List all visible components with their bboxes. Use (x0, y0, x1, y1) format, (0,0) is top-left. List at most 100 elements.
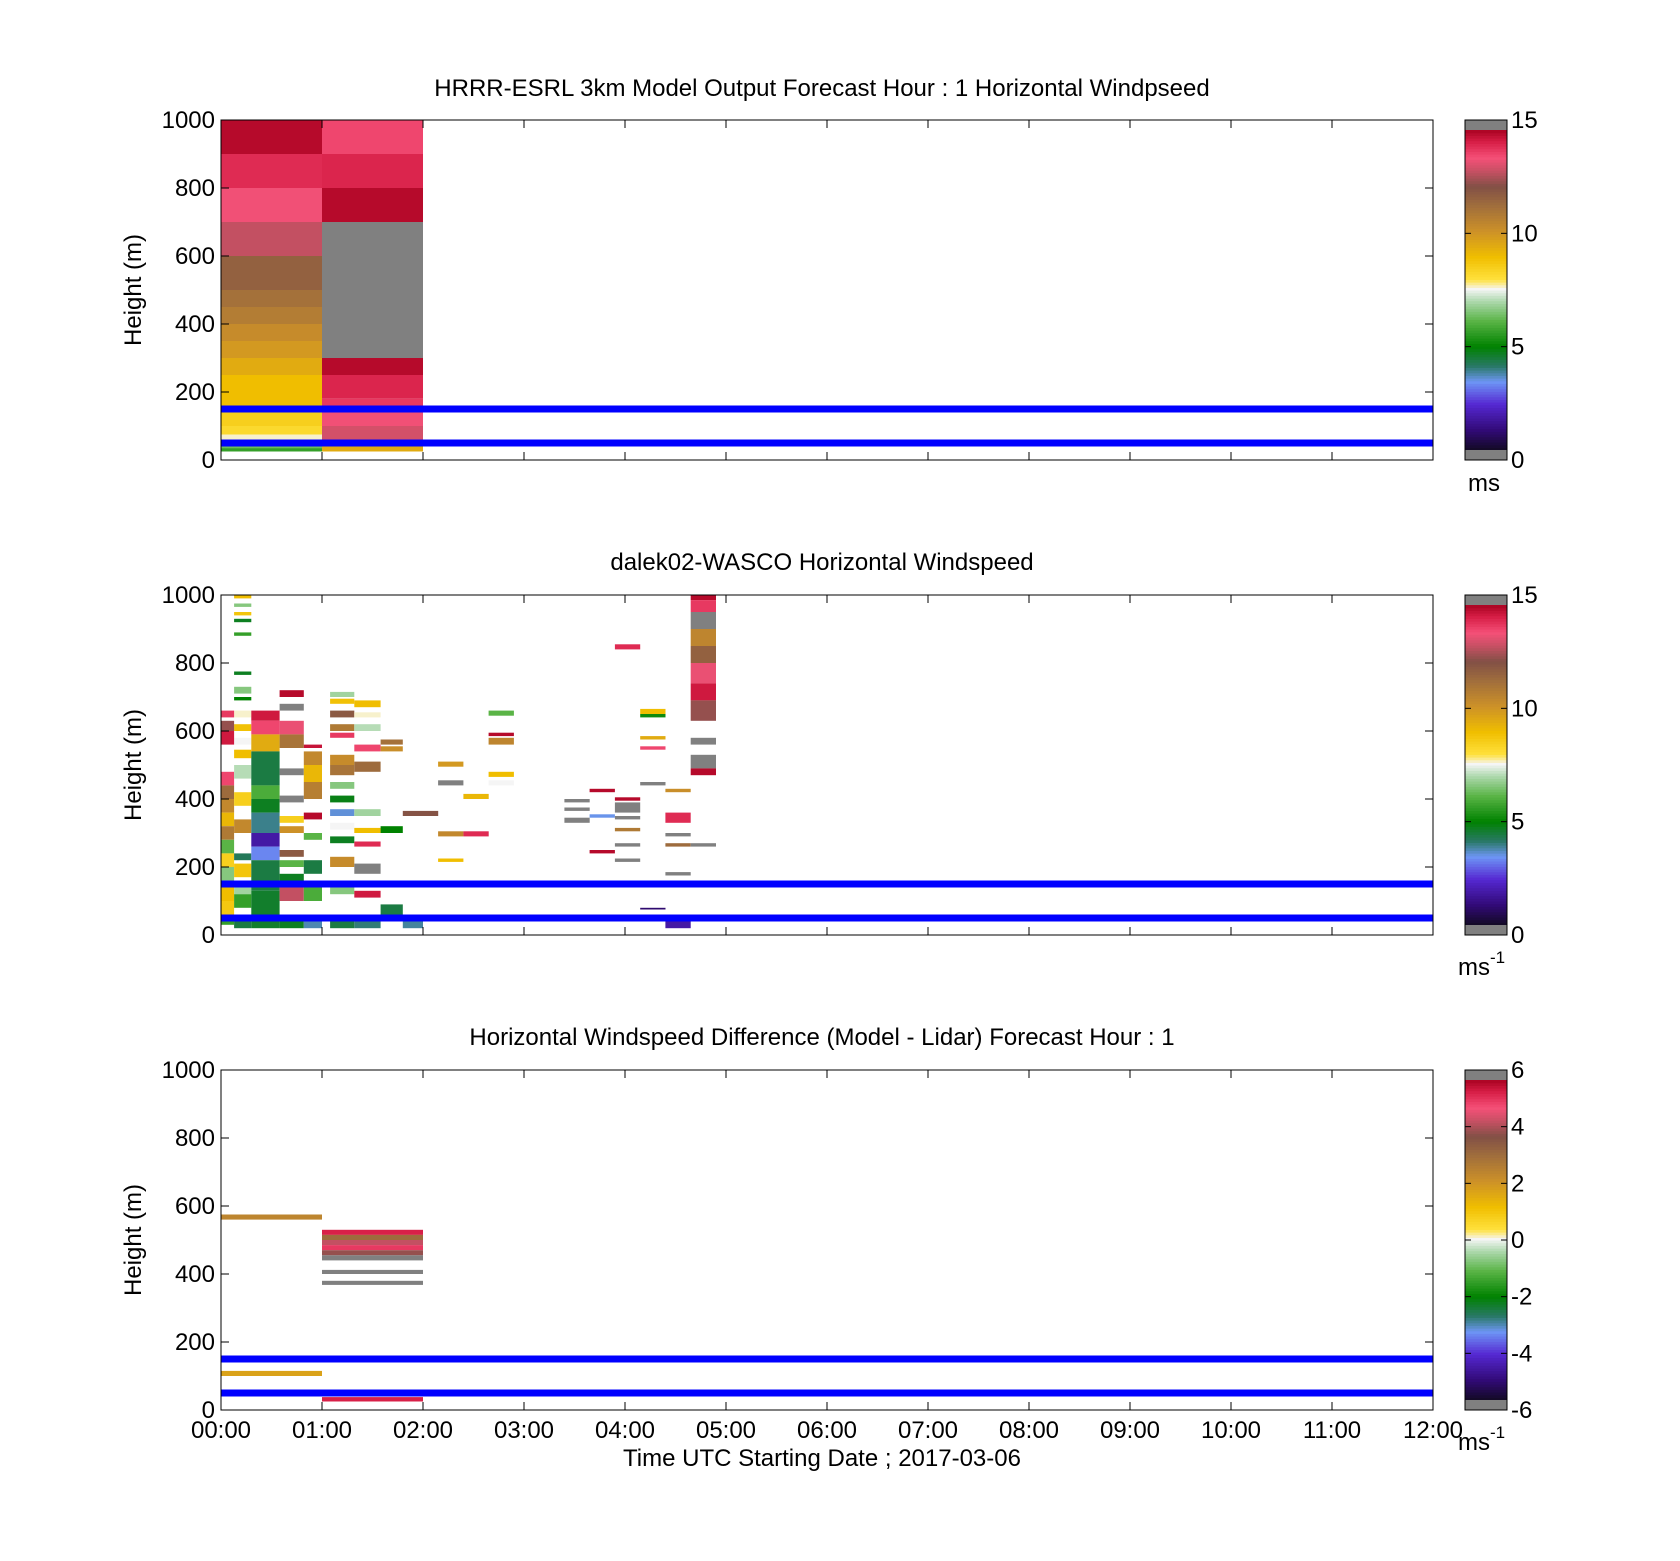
colorbar-segment (1465, 1282, 1507, 1286)
colorbar-segment (1465, 727, 1507, 731)
colorbar-segment (1465, 231, 1507, 235)
colorbar-over (1465, 120, 1507, 130)
colorbar-segment (1465, 607, 1507, 611)
colorbar-segment (1465, 815, 1507, 819)
colorbar-segment (1465, 794, 1507, 798)
data-cell (303, 782, 322, 799)
x-tick-label: 02:00 (393, 1417, 453, 1444)
colorbar-segment (1465, 887, 1507, 891)
colorbar-segment (1465, 1280, 1507, 1284)
colorbar-segment (1465, 1274, 1507, 1278)
colorbar-segment (1465, 1250, 1507, 1254)
data-cell (402, 810, 439, 816)
data-cell (463, 793, 489, 799)
colorbar-segment (1465, 420, 1507, 424)
colorbar-segment (1465, 823, 1507, 827)
data-cell (354, 761, 381, 772)
data-cell (221, 884, 235, 901)
colorbar-segment (1465, 1189, 1507, 1193)
colorbar-segment (1465, 703, 1507, 707)
data-cell (564, 817, 590, 823)
colorbar-segment (1465, 1133, 1507, 1137)
colorbar-segment (1465, 1328, 1507, 1332)
colorbar-tick-label: 10 (1511, 220, 1538, 247)
colorbar-segment (1465, 1384, 1507, 1388)
colorbar-segment (1465, 714, 1507, 718)
colorbar-segment (1465, 1333, 1507, 1337)
data-cell (303, 751, 322, 765)
panel-lidar-colorbar-unit-base: ms (1458, 954, 1490, 981)
colorbar-segment (1465, 1224, 1507, 1228)
colorbar-segment (1465, 252, 1507, 256)
colorbar-segment (1465, 682, 1507, 686)
colorbar-segment (1465, 621, 1507, 625)
colorbar-segment (1465, 439, 1507, 443)
colorbar-segment (1465, 1266, 1507, 1270)
colorbar-tick-label: -4 (1511, 1340, 1532, 1367)
data-cell (322, 120, 423, 154)
colorbar-segment (1465, 797, 1507, 801)
colorbar-segment (1465, 1234, 1507, 1238)
colorbar-segment (1465, 1200, 1507, 1204)
colorbar-segment (1465, 1090, 1507, 1094)
colorbar-segment (1465, 677, 1507, 681)
colorbar-segment (1465, 316, 1507, 320)
data-cell (330, 822, 355, 830)
colorbar-segment (1465, 1245, 1507, 1249)
colorbar-segment (1465, 1096, 1507, 1100)
colorbar-segment (1465, 1381, 1507, 1385)
data-cell (322, 188, 423, 222)
colorbar-segment (1465, 319, 1507, 323)
data-cell (564, 807, 590, 811)
colorbar-segment (1465, 853, 1507, 857)
colorbar-segment (1465, 298, 1507, 302)
colorbar-frame (1464, 594, 1508, 936)
y-tick-label: 0 (202, 1397, 215, 1424)
colorbar-segment (1465, 314, 1507, 318)
colorbar-segment (1465, 706, 1507, 710)
data-cell (589, 850, 615, 854)
panel-difference: Horizontal Windspeed Difference (Model -… (120, 1024, 1532, 1456)
colorbar-segment (1465, 306, 1507, 310)
data-cell (614, 843, 641, 847)
colorbar-segment (1465, 135, 1507, 139)
colorbar-segment (1465, 1122, 1507, 1126)
data-cell (234, 894, 252, 908)
colorbar-segment (1465, 847, 1507, 851)
data-cell (221, 1214, 322, 1220)
data-cell (380, 739, 403, 745)
data-cell (234, 737, 252, 745)
data-cell (380, 746, 403, 752)
colorbar-segment (1465, 759, 1507, 763)
colorbar-tick-label: 2 (1511, 1170, 1524, 1197)
colorbar-segment (1465, 1186, 1507, 1190)
colorbar-segment (1465, 914, 1507, 918)
data-cell (234, 632, 252, 636)
colorbar-segment (1465, 690, 1507, 694)
colorbar-segment (1465, 807, 1507, 811)
colorbar-segment (1465, 1312, 1507, 1316)
data-cell (221, 448, 322, 452)
colorbar-segment (1465, 383, 1507, 387)
colorbar-segment (1465, 1181, 1507, 1185)
data-cell (251, 710, 280, 721)
data-cell (251, 890, 280, 929)
colorbar-segment (1465, 1258, 1507, 1262)
colorbar-segment (1465, 370, 1507, 374)
colorbar-segment (1465, 266, 1507, 270)
colorbar-segment (1465, 1125, 1507, 1129)
colorbar-segment (1465, 284, 1507, 288)
colorbar-segment (1465, 637, 1507, 641)
data-cell (438, 761, 464, 767)
data-cell (614, 644, 641, 650)
data-cell (221, 307, 322, 324)
colorbar-segment (1465, 311, 1507, 315)
colorbar-segment (1465, 1165, 1507, 1169)
colorbar-segment (1465, 274, 1507, 278)
data-cell (234, 792, 252, 806)
colorbar-segment (1465, 196, 1507, 200)
x-axis-label: Time UTC Starting Date ; 2017-03-06 (623, 1445, 1021, 1472)
data-cell (463, 831, 489, 837)
data-cell (279, 887, 304, 901)
